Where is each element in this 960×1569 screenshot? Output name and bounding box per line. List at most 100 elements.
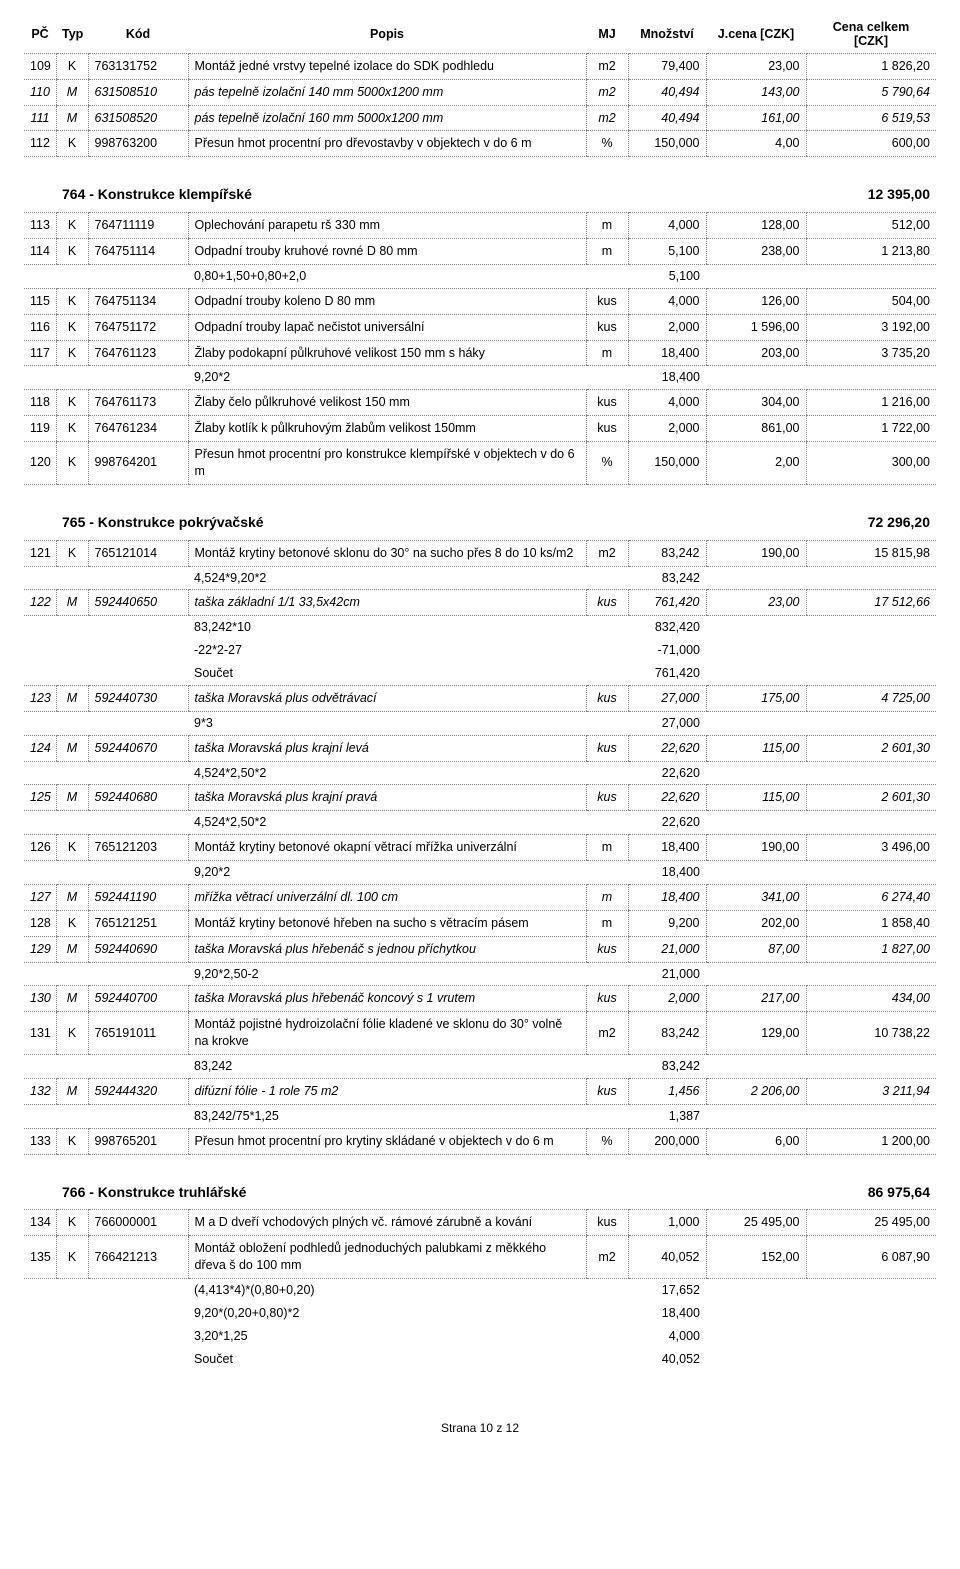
cell-typ: K: [56, 340, 88, 366]
cell-mnoz: 200,000: [628, 1128, 706, 1154]
cell-typ: M: [56, 735, 88, 761]
cell-typ: K: [56, 416, 88, 442]
section-header: 766 - Konstrukce truhlářské86 975,64: [24, 1154, 936, 1210]
cell-typ: K: [56, 1012, 88, 1055]
table-row: 117K764761123Žlaby podokapní půlkruhové …: [24, 340, 936, 366]
calc-row: 83,24283,242: [24, 1055, 936, 1079]
cell-typ: K: [56, 442, 88, 485]
cell-kod: 631508520: [88, 105, 188, 131]
cell-jcena: 190,00: [706, 835, 806, 861]
calc-val: 21,000: [628, 962, 706, 986]
cell-mj: m: [586, 910, 628, 936]
cell-cena: 1 858,40: [806, 910, 936, 936]
calc-expr: 9*3: [188, 711, 586, 735]
cell-popis: Montáž krytiny betonové okapní větrací m…: [188, 835, 586, 861]
calc-val: -71,000: [628, 639, 706, 662]
cell-popis: mřížka větrací univerzální dl. 100 cm: [188, 884, 586, 910]
calc-val: 18,400: [628, 861, 706, 885]
cell-mnoz: 18,400: [628, 835, 706, 861]
section-title: 765 - Konstrukce pokrývačské: [56, 484, 806, 540]
cell-pc: 135: [24, 1236, 56, 1279]
calc-row: 9,20*2,50-2 21,000: [24, 962, 936, 986]
cell-pc: 134: [24, 1210, 56, 1236]
cell-pc: 133: [24, 1128, 56, 1154]
cell-jcena: 161,00: [706, 105, 806, 131]
cell-kod: 765121203: [88, 835, 188, 861]
hdr-jcena: J.cena [CZK]: [706, 16, 806, 53]
cell-mnoz: 5,100: [628, 239, 706, 265]
table-row: 133K998765201Přesun hmot procentní pro k…: [24, 1128, 936, 1154]
cell-popis: taška Moravská plus krajní pravá: [188, 785, 586, 811]
table-row: 125M592440680taška Moravská plus krajní …: [24, 785, 936, 811]
table-row: 126K765121203Montáž krytiny betonové oka…: [24, 835, 936, 861]
cell-popis: Přesun hmot procentní pro dřevostavby v …: [188, 131, 586, 157]
cell-kod: 764761234: [88, 416, 188, 442]
cell-jcena: 1 596,00: [706, 314, 806, 340]
cell-mnoz: 83,242: [628, 540, 706, 566]
hdr-pc: PČ: [24, 16, 56, 53]
cell-mnoz: 18,400: [628, 340, 706, 366]
cell-mj: m2: [586, 1012, 628, 1055]
cell-popis: Montáž pojistné hydroizolační fólie klad…: [188, 1012, 586, 1055]
cell-typ: M: [56, 936, 88, 962]
calc-val: 1,387: [628, 1104, 706, 1128]
cell-kod: 592441190: [88, 884, 188, 910]
cell-mj: m2: [586, 105, 628, 131]
cell-kod: 998763200: [88, 131, 188, 157]
cell-pc: 126: [24, 835, 56, 861]
section-header: 764 - Konstrukce klempířské12 395,00: [24, 157, 936, 213]
calc-expr: 9,20*2,50-2: [188, 962, 586, 986]
cell-pc: 124: [24, 735, 56, 761]
table-row: 122M592440650taška základní 1/1 33,5x42c…: [24, 590, 936, 616]
table-row: 124M592440670taška Moravská plus krajní …: [24, 735, 936, 761]
cell-cena: 3 192,00: [806, 314, 936, 340]
cell-popis: Montáž krytiny betonové hřeben na sucho …: [188, 910, 586, 936]
cell-mj: m: [586, 340, 628, 366]
cell-mj: kus: [586, 390, 628, 416]
section-title: 766 - Konstrukce truhlářské: [56, 1154, 806, 1210]
cell-kod: 766421213: [88, 1236, 188, 1279]
calc-val: 18,400: [628, 1302, 706, 1325]
cell-popis: Odpadní trouby koleno D 80 mm: [188, 288, 586, 314]
cell-cena: 6 274,40: [806, 884, 936, 910]
cell-jcena: 861,00: [706, 416, 806, 442]
calc-expr: 4,524*2,50*2: [188, 761, 586, 785]
cell-pc: 117: [24, 340, 56, 366]
cell-jcena: 217,00: [706, 986, 806, 1012]
cell-kod: 592440650: [88, 590, 188, 616]
cell-kod: 764761173: [88, 390, 188, 416]
cell-popis: taška Moravská plus odvětrávací: [188, 685, 586, 711]
calc-row: 9,20*218,400: [24, 366, 936, 390]
cell-cena: 1 216,00: [806, 390, 936, 416]
calc-expr: (4,413*4)*(0,80+0,20): [188, 1279, 586, 1302]
table-row: 112K998763200Přesun hmot procentní pro d…: [24, 131, 936, 157]
cell-jcena: 115,00: [706, 735, 806, 761]
calc-expr: Součet: [188, 1348, 586, 1371]
cell-mnoz: 79,400: [628, 53, 706, 79]
cell-pc: 120: [24, 442, 56, 485]
table-row: 119K764761234Žlaby kotlík k půlkruhovým …: [24, 416, 936, 442]
table-row: 129M592440690taška Moravská plus hřebená…: [24, 936, 936, 962]
cell-mnoz: 9,200: [628, 910, 706, 936]
cell-cena: 1 827,00: [806, 936, 936, 962]
cell-pc: 119: [24, 416, 56, 442]
table-row: 130M592440700taška Moravská plus hřebená…: [24, 986, 936, 1012]
calc-val: 18,400: [628, 366, 706, 390]
cell-pc: 121: [24, 540, 56, 566]
cell-kod: 764751172: [88, 314, 188, 340]
cell-kod: 592444320: [88, 1078, 188, 1104]
table-row: 131K765191011Montáž pojistné hydroizolač…: [24, 1012, 936, 1055]
cell-cena: 504,00: [806, 288, 936, 314]
cell-typ: M: [56, 79, 88, 105]
cell-mnoz: 40,052: [628, 1236, 706, 1279]
cell-typ: K: [56, 288, 88, 314]
cell-popis: Odpadní trouby lapač nečistot universáln…: [188, 314, 586, 340]
calc-val: 83,242: [628, 1055, 706, 1079]
calc-val: 22,620: [628, 761, 706, 785]
cell-mj: kus: [586, 314, 628, 340]
calc-val: 17,652: [628, 1279, 706, 1302]
cell-jcena: 25 495,00: [706, 1210, 806, 1236]
cell-typ: K: [56, 540, 88, 566]
cell-mnoz: 40,494: [628, 105, 706, 131]
cell-mnoz: 2,000: [628, 416, 706, 442]
